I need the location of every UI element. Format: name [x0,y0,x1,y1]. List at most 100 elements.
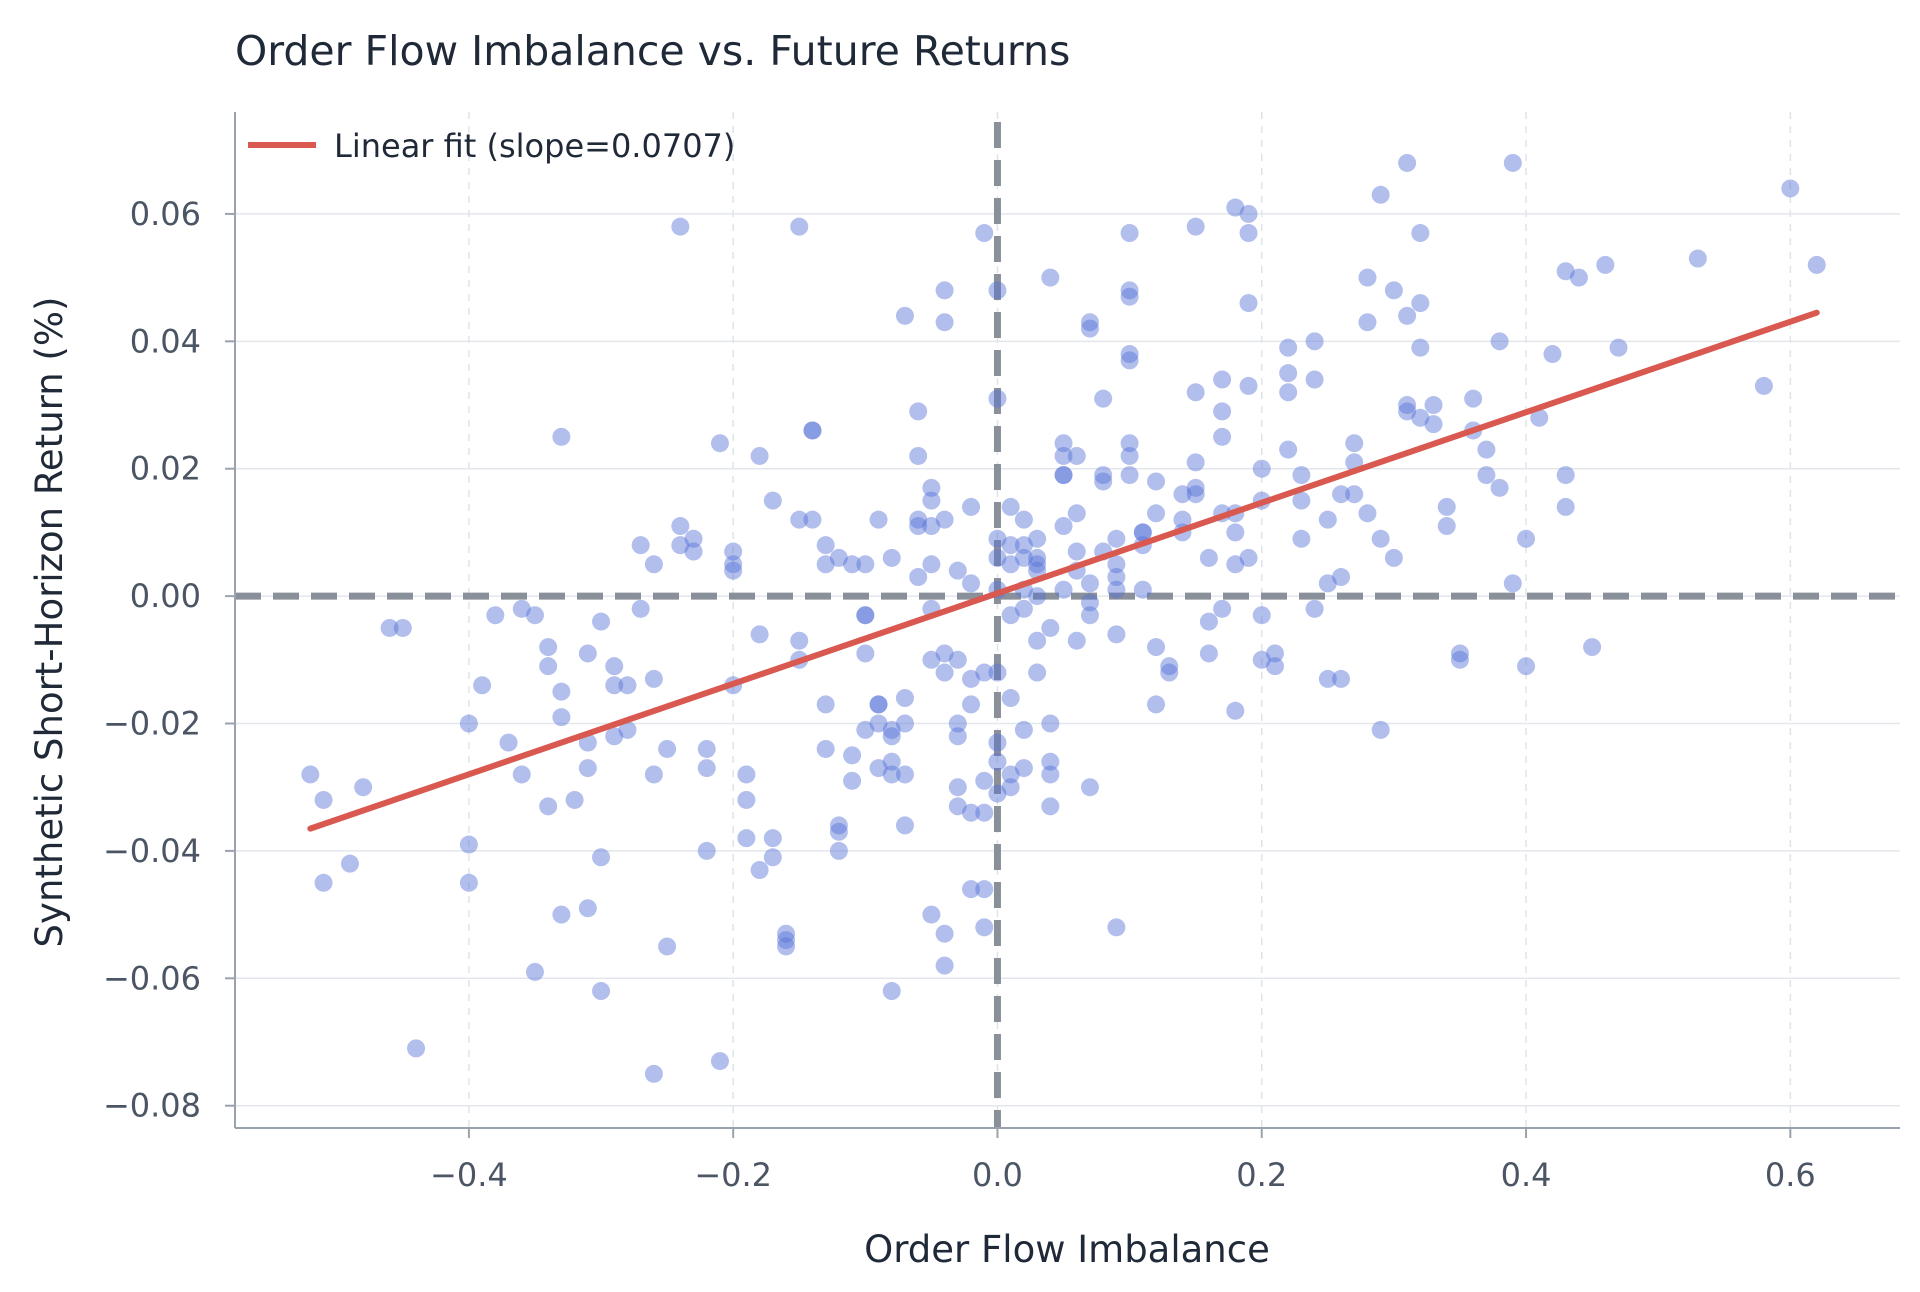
scatter-point [882,765,901,784]
scatter-point [1001,765,1020,784]
scatter-point [1477,466,1496,485]
scatter-point [1199,548,1218,567]
scatter-point [909,568,928,587]
scatter-point [1041,714,1060,733]
scatter-point [1041,752,1060,771]
scatter-point [1107,555,1126,574]
scatter-point [829,822,848,841]
scatter-point [1226,523,1245,542]
scatter-point [922,491,941,510]
scatter-point [301,765,320,784]
y-tick-label: −0.08 [103,1087,201,1125]
x-tick-label: −0.2 [694,1156,772,1194]
reference-lines [235,122,1900,1128]
scatter-point [512,599,531,618]
scatter-point [1133,523,1152,542]
scatter-point [1120,446,1139,465]
scatter-point [737,765,756,784]
scatter-point [1781,179,1800,198]
scatter-point [1107,625,1126,644]
scatter-point [1001,536,1020,555]
scatter-point [895,689,914,708]
scatter-point [856,606,875,625]
scatter-point [1014,759,1033,778]
scatter-point [1173,510,1192,529]
scatter-point [1054,466,1073,485]
scatter-point [644,669,663,688]
scatter-point [777,937,796,956]
scatter-point [816,536,835,555]
scatter-point [1186,478,1205,497]
scatter-point [1318,574,1337,593]
scatter-point [1014,548,1033,567]
scatter-point [1318,669,1337,688]
scatter-point [1014,536,1033,555]
scatter-point [843,555,862,574]
scatter-point [459,873,478,892]
scatter-point [380,618,399,637]
scatter-point [539,797,558,816]
y-tick-label: 0.02 [130,450,201,488]
scatter-point [1014,720,1033,739]
scatter-point [1028,631,1047,650]
scatter-point [1437,517,1456,536]
x-tick-label: 0.6 [1765,1156,1816,1194]
scatter-point [1107,568,1126,587]
scatter-point [473,676,492,695]
scatter-point [816,695,835,714]
scatter-point [486,606,505,625]
scatter-point [1609,338,1628,357]
scatter-point [829,816,848,835]
scatter-point [644,1064,663,1083]
scatter-point [816,739,835,758]
scatter-point [658,937,677,956]
scatter-point [1358,313,1377,332]
scatter-point [1120,224,1139,243]
scatter-point [962,880,981,899]
scatter-point [671,536,690,555]
scatter-point [1583,638,1602,657]
scatter-point [1001,606,1020,625]
scatter-point [1001,689,1020,708]
scatter-point [658,739,677,758]
scatter-point [935,924,954,943]
scatter-point [697,739,716,758]
scatter-point [1503,574,1522,593]
scatter-point [578,644,597,663]
scatter-point [1067,542,1086,561]
scatter-point [578,899,597,918]
scatter-point [948,561,967,580]
scatter-point [869,695,888,714]
scatter-point [1080,606,1099,625]
scatter-point [962,497,981,516]
scatter-point [988,663,1007,682]
scatter-point [1424,396,1443,415]
scatter-point [988,548,1007,567]
scatter-point [935,510,954,529]
scatter-point [1054,466,1073,485]
scatter-point [1371,720,1390,739]
scatter-point [935,644,954,663]
scatter-point [459,835,478,854]
scatter-point [895,816,914,835]
scatter-point [1239,548,1258,567]
scatter-point [354,778,373,797]
scatter-point [909,517,928,536]
scatter-point [1054,517,1073,536]
scatter-point [948,650,967,669]
scatter-point [777,924,796,943]
scatter-point [882,548,901,567]
scatter-point [552,905,571,924]
scatter-point [922,650,941,669]
scatter-point [737,790,756,809]
scatter-point [869,759,888,778]
y-tick-label: 0.04 [130,322,201,360]
scatter-point [1318,510,1337,529]
scatter-point [1517,529,1536,548]
scatter-point [935,281,954,300]
y-tick-label: 0.06 [130,195,201,233]
scatter-point [895,765,914,784]
scatter-point [988,752,1007,771]
scatter-point [671,217,690,236]
scatter-point [1107,529,1126,548]
